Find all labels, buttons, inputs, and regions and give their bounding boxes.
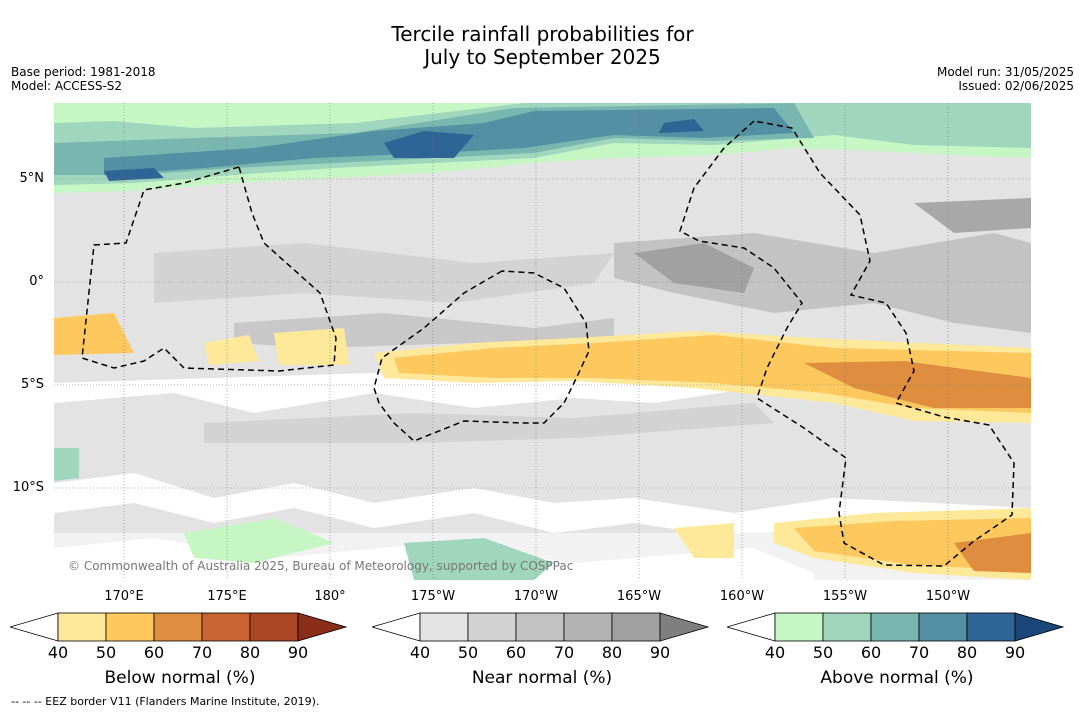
colorbar-label-near: Near normal (%) — [471, 668, 613, 688]
below-normal-patch-1 — [204, 335, 259, 365]
grey-patch-3 — [914, 198, 1031, 233]
lon-label-150w: 150°W — [925, 589, 971, 604]
colorbar-segment — [918, 612, 968, 642]
eez-borders — [81, 120, 1015, 567]
colorbar-tick-label: 90 — [1004, 643, 1026, 662]
colorbar-label-below: Below normal (%) — [104, 668, 256, 688]
colorbar-tick-label: 50 — [95, 643, 117, 662]
map-title-line2: July to September 2025 — [424, 45, 661, 69]
meta-right: Model run: 31/05/2025 Issued: 02/06/2025 — [937, 65, 1074, 93]
below-normal-west — [54, 313, 134, 355]
colorbar-tick-label: 80 — [956, 643, 978, 662]
above-normal-patch-south-2 — [404, 538, 554, 580]
colorbar-tick-label: 60 — [505, 643, 527, 662]
colorbar-segment — [249, 612, 299, 642]
colorbar-tick-label: 90 — [649, 643, 671, 662]
below-normal-patch-2 — [274, 328, 349, 365]
colorbar-extend-low — [10, 612, 59, 642]
grey-patch-2 — [634, 243, 754, 293]
colorbar-segment — [57, 612, 107, 642]
colorbar-tick-label: 40 — [47, 643, 69, 662]
colorbar-extend-low — [727, 612, 776, 642]
map-title-line1: Tercile rainfall probabilities for — [391, 22, 694, 46]
colorbar-tick-label: 90 — [287, 643, 309, 662]
lat-label-5s: 5°S — [20, 377, 44, 392]
colorbar-segment — [822, 612, 872, 642]
lon-label-165w: 165°W — [616, 589, 662, 604]
rainfall-map: © Commonwealth of Australia 2025, Bureau… — [54, 103, 1031, 580]
colorbar-above-normal — [727, 612, 1065, 642]
below-normal-60 — [804, 361, 1031, 408]
lon-label-170e: 170°E — [104, 589, 144, 604]
colorbar-tick-label: 80 — [239, 643, 261, 662]
lat-label-10s: 10°S — [12, 480, 44, 495]
colorbar-extend-low — [372, 612, 421, 642]
eez-border-2 — [373, 270, 590, 442]
colorbar-segment — [966, 612, 1016, 642]
colorbar-tick-label: 70 — [908, 643, 930, 662]
colorbar-tick-label: 70 — [191, 643, 213, 662]
colorbar-tick-label: 50 — [457, 643, 479, 662]
lon-label-180: 180° — [314, 589, 346, 604]
lat-label-5n: 5°N — [19, 171, 45, 186]
colorbar-label-above: Above normal (%) — [820, 668, 974, 688]
colorbar-segment — [105, 612, 155, 642]
above-normal-patch-west — [54, 448, 79, 481]
above-normal-80-c — [104, 168, 164, 181]
colorbar-tick-label: 50 — [812, 643, 834, 662]
colorbar-segment — [611, 612, 661, 642]
colorbar-segment — [870, 612, 920, 642]
below-normal-patch-3 — [674, 523, 734, 558]
colorbar-extend-high — [659, 612, 710, 642]
colorbar-tick-label: 70 — [553, 643, 575, 662]
colorbar-segment — [153, 612, 203, 642]
colorbar-extend-high — [297, 612, 348, 642]
base-period: Base period: 1981-2018 — [11, 65, 156, 79]
below-normal-50 — [394, 335, 1031, 413]
model-name: Model: ACCESS-S2 — [11, 79, 123, 93]
model-run: Model run: 31/05/2025 — [936, 65, 1074, 79]
above-normal-80-a — [384, 131, 474, 158]
colorbar-segment — [563, 612, 613, 642]
colorbar-segment — [774, 612, 824, 642]
colorbar-segment — [419, 612, 469, 642]
footer-note: -- -- -- EEZ border V11 (Flanders Marine… — [11, 695, 320, 708]
lon-label-175e: 175°E — [207, 589, 247, 604]
grey-patch-6 — [204, 403, 774, 443]
issued-date: Issued: 02/06/2025 — [958, 79, 1074, 93]
above-normal-80-b — [659, 119, 704, 133]
gridlines — [54, 103, 1031, 580]
colorbar-tick-label: 40 — [764, 643, 786, 662]
above-normal-patch-south — [184, 518, 334, 563]
colorbar-segment — [201, 612, 251, 642]
colorbar-tick-label: 40 — [409, 643, 431, 662]
lon-label-175w: 175°W — [410, 589, 456, 604]
lon-label-155w: 155°W — [822, 589, 868, 604]
lon-label-160w: 160°W — [719, 589, 765, 604]
below-normal-south-60 — [954, 533, 1031, 573]
colorbar-extend-high — [1014, 612, 1065, 642]
meta-left: Base period: 1981-2018 Model: ACCESS-S2 — [11, 65, 156, 93]
lon-label-170w: 170°W — [513, 589, 559, 604]
colorbar-near-normal — [372, 612, 710, 642]
grey-patch-4 — [154, 243, 614, 303]
colorbar-segment — [467, 612, 517, 642]
colorbar-segment — [515, 612, 565, 642]
eez-border-1 — [81, 166, 337, 372]
lat-label-0: 0° — [29, 274, 44, 289]
copyright-text: © Commonwealth of Australia 2025, Bureau… — [68, 559, 573, 573]
colorbar-below-normal — [10, 612, 348, 642]
colorbar-tick-label: 60 — [143, 643, 165, 662]
colorbar-tick-label: 60 — [860, 643, 882, 662]
colorbar-tick-label: 80 — [601, 643, 623, 662]
